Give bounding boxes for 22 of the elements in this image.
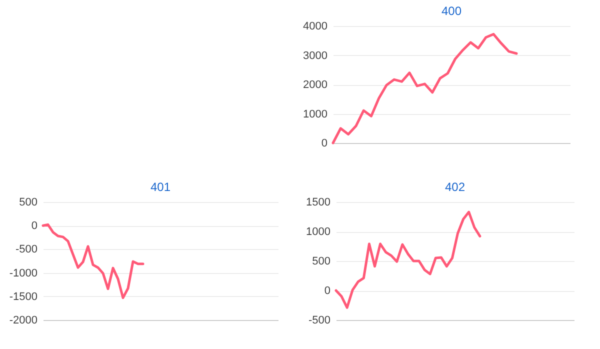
y-tick-label: 0	[324, 285, 330, 297]
y-tick-label: -1000	[9, 267, 38, 280]
y-tick-label: -500	[308, 314, 330, 326]
y-tick-label: -500	[15, 244, 38, 256]
y-tick-label: 4000	[303, 20, 328, 32]
chart-title: 402	[444, 180, 466, 194]
y-tick-label: 2000	[303, 79, 328, 91]
y-tick-label: -1500	[9, 290, 38, 303]
y-tick-label: 1000	[303, 108, 328, 120]
y-tick-label: 0	[31, 220, 38, 232]
y-tick-label: 1500	[306, 196, 330, 208]
line-series	[42, 223, 144, 300]
chart-title: 401	[150, 180, 171, 194]
y-tick-label: 1000	[306, 226, 330, 238]
line-series	[332, 32, 518, 144]
y-tick-label: 500	[312, 256, 330, 268]
y-tick-label: 3000	[303, 50, 328, 62]
y-tick-label: -2000	[9, 314, 38, 326]
chart-title: 400	[441, 4, 462, 18]
y-tick-label: 0	[321, 138, 328, 150]
y-tick-label: 500	[19, 196, 38, 208]
line-series	[334, 210, 482, 309]
